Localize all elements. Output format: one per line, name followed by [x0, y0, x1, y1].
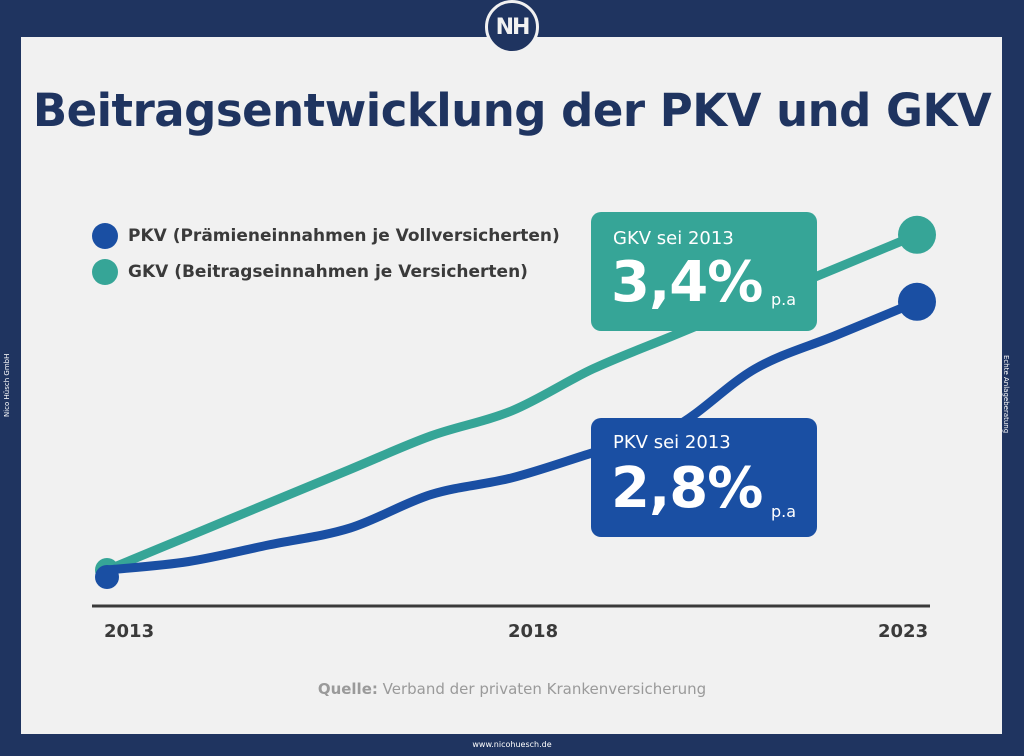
side-text-right: Echte Anlageberatung	[1002, 355, 1010, 434]
data-point-pkv-2013	[95, 565, 119, 589]
source-text: Verband der privaten Krankenversicherung	[382, 680, 707, 698]
pkv-callout-unit: p.a	[771, 502, 797, 521]
source-note: Quelle: Verband der privaten Krankenvers…	[0, 680, 1024, 698]
source-prefix: Quelle:	[317, 680, 378, 698]
legend-item-pkv: PKV (Prämieneinnahmen je Vollversicherte…	[92, 218, 560, 254]
legend-item-gkv: GKV (Beitragseinnahmen je Versicherten)	[92, 254, 560, 290]
legend-label-gkv: GKV (Beitragseinnahmen je Versicherten)	[128, 262, 528, 282]
nh-logo: NH	[485, 0, 539, 54]
gkv-callout-label: GKV sei 2013	[613, 228, 734, 249]
chart-panel	[21, 37, 1002, 734]
x-tick-label-2023: 2023	[878, 621, 929, 642]
pkv-callout-label: PKV sei 2013	[613, 432, 731, 453]
data-point-gkv-2023	[898, 215, 936, 254]
x-tick-label-2018: 2018	[508, 621, 559, 642]
legend-label-pkv: PKV (Prämieneinnahmen je Vollversicherte…	[128, 226, 560, 246]
data-point-pkv-2023	[898, 282, 936, 321]
legend-dot-pkv	[92, 223, 118, 249]
chart-title: Beitragsentwicklung der PKV und GKV	[32, 84, 992, 137]
pkv-callout-value: 2,8%	[611, 456, 763, 521]
footer-url: www.nicohuesch.de	[472, 740, 552, 749]
gkv-callout-unit: p.a	[771, 290, 797, 309]
legend: PKV (Prämieneinnahmen je Vollversicherte…	[92, 218, 560, 290]
legend-dot-gkv	[92, 259, 118, 285]
gkv-callout-box: GKV sei 2013 3,4% p.a	[591, 212, 817, 331]
gkv-callout-value: 3,4%	[611, 250, 763, 315]
pkv-callout-box: PKV sei 2013 2,8% p.a	[591, 418, 817, 537]
series-line-pkv	[102, 297, 922, 575]
x-tick-label-2013: 2013	[104, 621, 155, 642]
